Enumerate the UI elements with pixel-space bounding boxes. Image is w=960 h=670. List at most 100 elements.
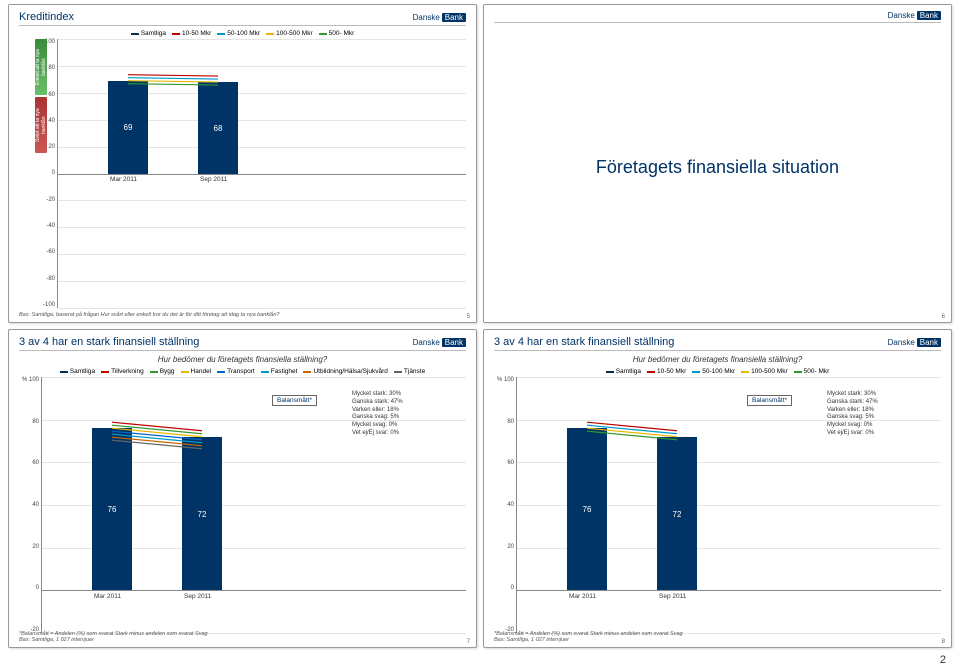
legend-swatch (60, 371, 68, 373)
series-lines (58, 39, 466, 308)
stats-box: Mycket stark: 30%Ganska stark: 47%Varken… (352, 391, 403, 438)
brand-name: Danske (413, 338, 440, 347)
ytick: 20 (494, 544, 514, 550)
brand-name: Danske (888, 338, 915, 347)
plot-8: 7672Mar 2011Sep 2011Balansmått*Mycket st… (516, 377, 941, 633)
y-axis: % 100806040200-20 (494, 377, 516, 633)
section-heading: Företagets finansiella situation (494, 27, 941, 308)
ytick: 80 (19, 419, 39, 425)
stats-row: Varken eller: 18% (827, 407, 878, 415)
legend-swatch (181, 371, 189, 373)
legend-swatch (217, 371, 225, 373)
stats-row: Vet ej/Ej svar: 0% (352, 430, 403, 438)
ytick: 80 (494, 419, 514, 425)
brand-name: Danske (413, 13, 440, 22)
sub-question: Hur bedömer du företagets finansiella st… (19, 355, 466, 364)
legend-label: Utbildning/Hälsa/Sjukvård (313, 368, 387, 375)
legend-swatch (394, 371, 402, 373)
stats-row: Mycket stark: 30% (352, 391, 403, 399)
xtick: Mar 2011 (94, 593, 121, 600)
footnote: *Balansmått = Andelen (%) som svarat Sta… (19, 631, 466, 643)
legend-swatch (647, 371, 655, 373)
legend-item: Handel (181, 368, 212, 375)
legend-swatch (741, 371, 749, 373)
slide-6: Danske Bank Företagets finansiella situa… (483, 4, 952, 323)
gridline (58, 308, 466, 309)
legend-swatch (266, 33, 274, 35)
legend-item: Bygg (150, 368, 175, 375)
legend-label: Transport (227, 368, 255, 375)
legend-label: 10-50 Mkr (182, 30, 211, 37)
xtick: Mar 2011 (110, 176, 137, 183)
slide-5: Kreditindex Danske Bank Samtliga10-50 Mk… (8, 4, 477, 323)
brand-logo: Danske Bank (888, 11, 941, 20)
legend-item: 10-50 Mkr (647, 368, 686, 375)
legend: Samtliga Tillverkning Bygg Handel Transport F… (19, 368, 466, 375)
stats-row: Mycket svag: 0% (352, 422, 403, 430)
sidebar-top: Enkelt att ta nya banklån (35, 39, 47, 95)
legend-item: Transport (217, 368, 255, 375)
balans-label: Balansmått* (747, 395, 792, 406)
slide-title: 3 av 4 har en stark finansiell ställning (494, 336, 674, 348)
brand-logo: Danske Bank (413, 13, 466, 22)
slide-title: 3 av 4 har en stark finansiell ställning (19, 336, 199, 348)
kredit-sidebar: Enkelt att ta nya banklån Svårt att ta n… (35, 39, 51, 308)
legend-item: 100-500 Mkr (741, 368, 788, 375)
slide-number: 5 (467, 314, 470, 320)
legend-swatch (303, 371, 311, 373)
stats-row: Ganska svag: 5% (827, 414, 878, 422)
stats-row: Ganska svag: 5% (352, 414, 403, 422)
slide-header: Danske Bank (494, 11, 941, 23)
legend-label: Bygg (160, 368, 175, 375)
plot-7: 7672Mar 2011Sep 2011Balansmått*Mycket st… (41, 377, 466, 633)
legend-label: Fastighet (271, 368, 298, 375)
legend-label: 50-100 Mkr (227, 30, 260, 37)
legend-label: 500- Mkr (804, 368, 830, 375)
legend-label: Samtliga (70, 368, 95, 375)
legend-swatch (606, 371, 614, 373)
slide-number: 7 (467, 639, 470, 645)
legend-item: Tillverkning (101, 368, 144, 375)
stats-row: Vet ej/Ej svar: 0% (827, 430, 878, 438)
ytick: 40 (494, 502, 514, 508)
brand-suffix: Bank (442, 13, 466, 22)
legend-label: 50-100 Mkr (702, 368, 735, 375)
legend-swatch (794, 371, 802, 373)
xtick: Sep 2011 (200, 176, 227, 183)
brand-name: Danske (888, 11, 915, 20)
legend-item: 50-100 Mkr (692, 368, 735, 375)
sidebar-bottom: Svårt att ta nya banklån (35, 97, 47, 153)
slide-header: Kreditindex Danske Bank (19, 11, 466, 26)
legend-swatch (131, 33, 139, 35)
ytick: 60 (19, 460, 39, 466)
ytick: % 100 (494, 377, 514, 383)
page-grid: Kreditindex Danske Bank Samtliga 10-50 Mk… (0, 0, 960, 670)
stats-row: Mycket svag: 0% (827, 422, 878, 430)
slide-number: 6 (942, 314, 945, 320)
legend-label: 100-500 Mkr (751, 368, 788, 375)
legend-swatch (172, 33, 180, 35)
legend-label: Tillverkning (111, 368, 144, 375)
page-number: 2 (8, 654, 952, 666)
legend-item: 10-50 Mkr (172, 30, 211, 37)
stats-box: Mycket stark: 30%Ganska stark: 47%Varken… (827, 391, 878, 438)
chart-area: % 100806040200-20 7672Mar 2011Sep 2011Ba… (494, 377, 941, 633)
slide-number: 8 (942, 639, 945, 645)
xtick: Sep 2011 (184, 593, 211, 600)
legend-swatch (101, 371, 109, 373)
legend-item: Tjänste (394, 368, 425, 375)
legend-label: 500- Mkr (329, 30, 355, 37)
sub-question: Hur bedömer du företagets finansiella st… (494, 355, 941, 364)
plot-5: 6968Mar 2011Sep 2011 (57, 39, 466, 308)
ytick: 20 (19, 544, 39, 550)
legend: Samtliga10-50 Mkr50-100 Mkr100-500 Mkr50… (494, 368, 941, 375)
chart-area: % 100806040200-20 7672Mar 2011Sep 2011Ba… (19, 377, 466, 633)
y-axis: % 100806040200-20 (19, 377, 41, 633)
legend-label: Handel (191, 368, 212, 375)
legend-swatch (150, 371, 158, 373)
footnote: *Balansmått = Andelen (%) som svarat Sta… (494, 631, 941, 643)
legend-swatch (261, 371, 269, 373)
slide-title: Kreditindex (19, 11, 74, 23)
ytick: 0 (494, 585, 514, 591)
legend-item: Fastighet (261, 368, 298, 375)
